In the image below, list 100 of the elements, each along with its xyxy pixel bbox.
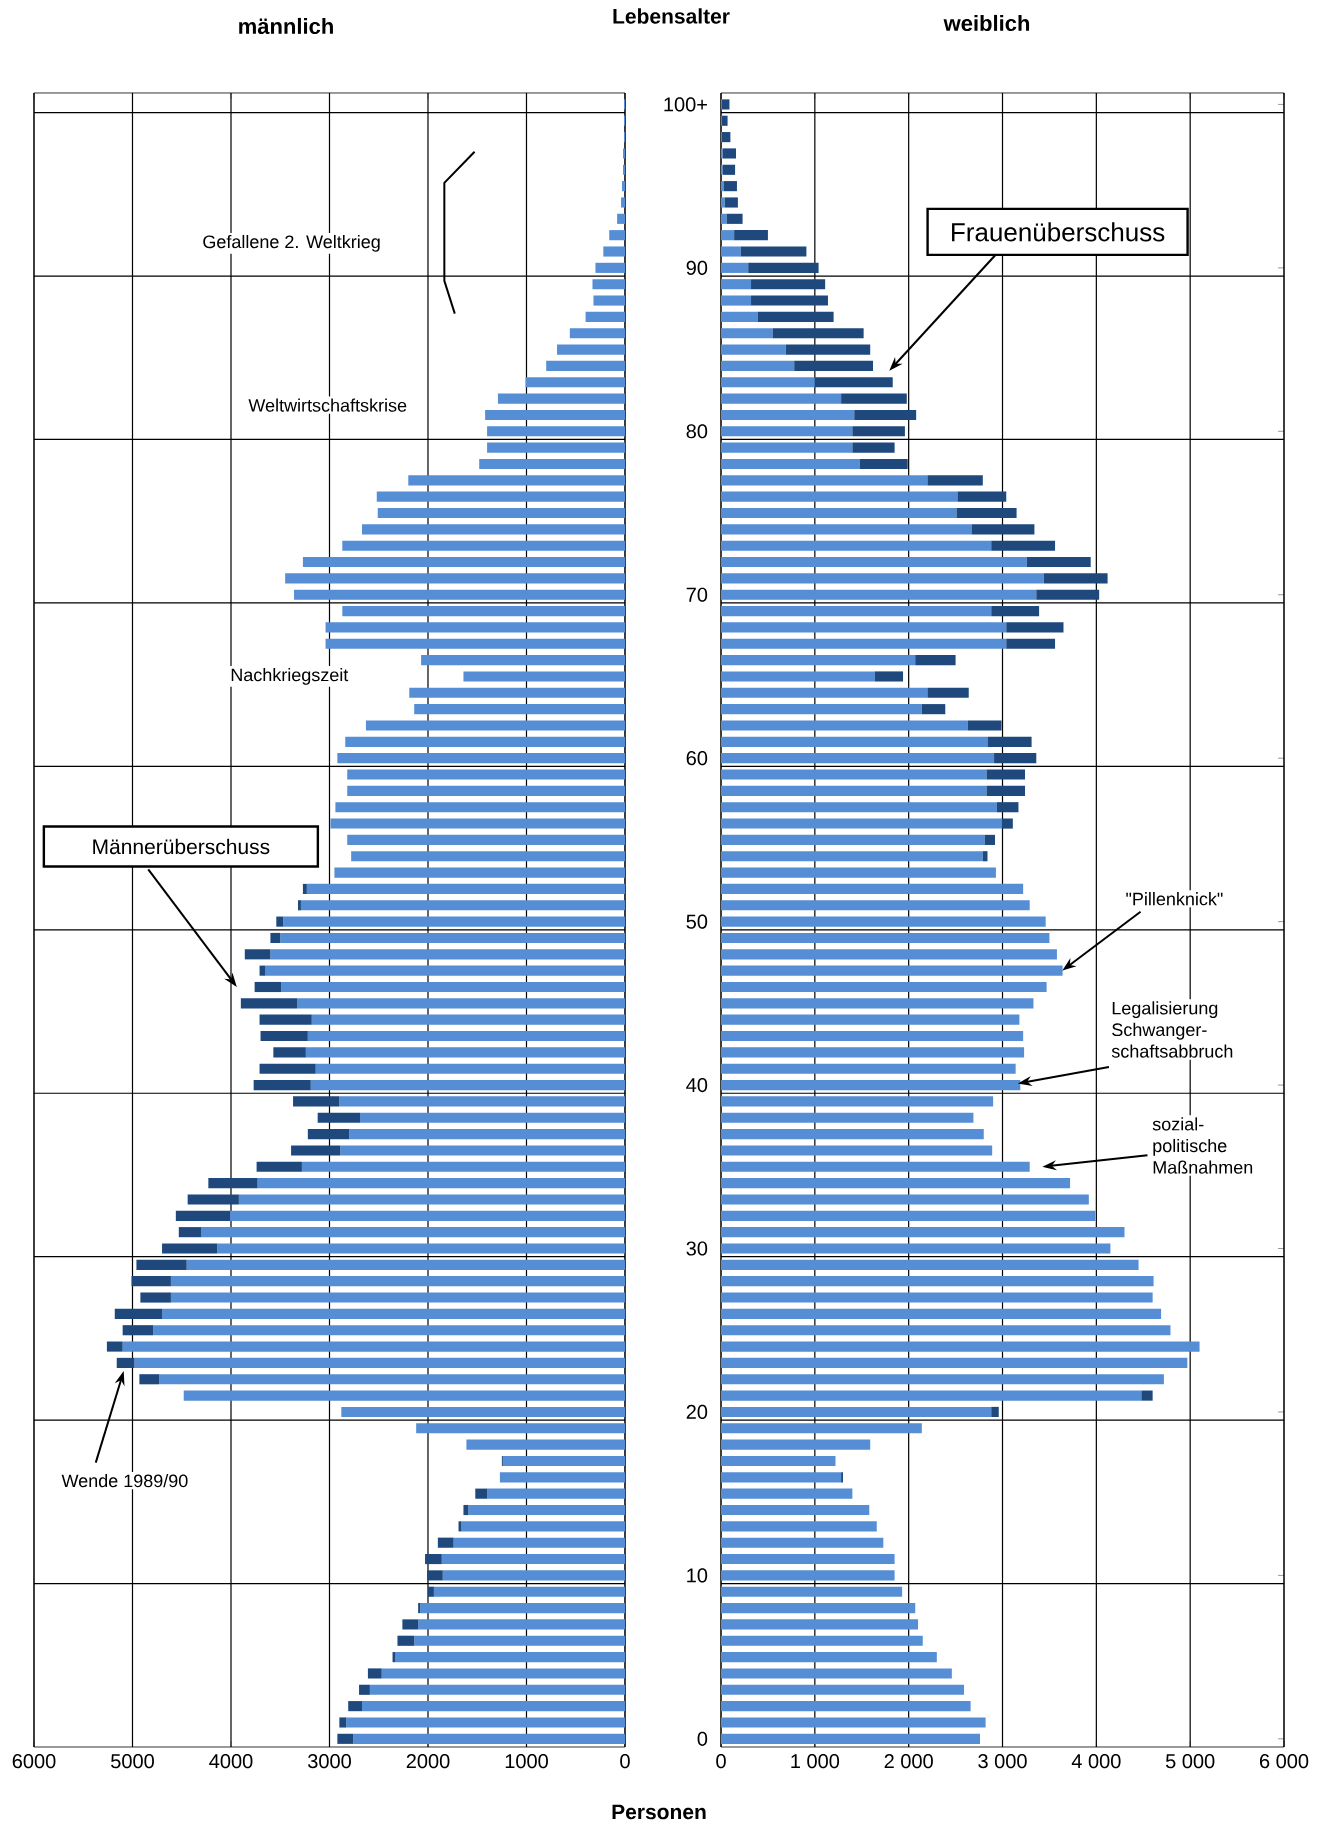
bar xyxy=(1036,589,1100,600)
bar xyxy=(721,1178,1071,1189)
bar xyxy=(557,344,625,355)
bar xyxy=(337,1733,354,1744)
bar xyxy=(325,638,625,649)
bar xyxy=(497,393,625,404)
bar xyxy=(437,1537,454,1548)
bar xyxy=(259,1063,316,1074)
bar xyxy=(347,785,625,796)
annotation: Nachkriegszeit xyxy=(231,668,349,685)
bar xyxy=(187,1194,239,1205)
bar xyxy=(300,900,625,911)
bar xyxy=(721,1357,1188,1368)
bar xyxy=(721,1047,1025,1058)
bar xyxy=(967,720,1002,731)
bar xyxy=(339,1096,625,1107)
bar xyxy=(721,1733,980,1744)
bar xyxy=(723,181,737,192)
bar xyxy=(721,638,1007,649)
bar xyxy=(301,1161,625,1172)
bar xyxy=(991,606,1040,617)
bar xyxy=(257,1178,625,1189)
bar xyxy=(721,753,995,764)
bar xyxy=(1026,556,1091,568)
bar xyxy=(441,1553,625,1565)
bar xyxy=(453,1537,625,1548)
bar xyxy=(721,507,957,519)
bar xyxy=(342,606,625,617)
bar xyxy=(814,377,893,388)
bar xyxy=(721,589,1037,600)
bar xyxy=(592,279,625,290)
bar xyxy=(721,1292,1153,1303)
bar xyxy=(139,1374,160,1385)
bar xyxy=(420,1603,625,1614)
bar xyxy=(1006,638,1056,649)
bar xyxy=(276,916,284,927)
annotation: Frauenüberschuss xyxy=(952,222,1165,242)
bar xyxy=(927,475,983,486)
bar xyxy=(360,1112,625,1123)
bar xyxy=(254,981,282,993)
bar xyxy=(721,1308,1162,1319)
bar xyxy=(721,1145,993,1156)
bar xyxy=(339,1717,347,1728)
bar xyxy=(1006,622,1064,633)
bar xyxy=(721,132,731,143)
bar xyxy=(721,1325,1171,1336)
bar xyxy=(468,1504,625,1516)
bar xyxy=(376,491,625,502)
bar xyxy=(854,409,917,421)
bar xyxy=(721,1455,836,1467)
bar xyxy=(280,932,625,944)
bar xyxy=(369,1684,625,1695)
annotation: Männerüberschuss xyxy=(93,838,270,855)
bar xyxy=(302,883,307,894)
bar xyxy=(721,442,853,453)
bar xyxy=(170,1292,625,1303)
y-tick-label: 90 xyxy=(686,260,708,275)
bar xyxy=(721,1668,952,1679)
bar xyxy=(546,360,625,371)
bar xyxy=(721,1701,971,1712)
bar xyxy=(721,573,1044,584)
bar xyxy=(721,328,773,339)
bar xyxy=(502,1455,625,1467)
bar xyxy=(348,1701,362,1712)
x-tick-label: 5000 xyxy=(111,1754,154,1769)
bar xyxy=(230,1210,625,1221)
bar xyxy=(306,883,625,894)
bar xyxy=(595,262,625,273)
bar xyxy=(259,1014,312,1025)
bar xyxy=(297,900,301,911)
annotation: Weltwirtschaftskrise xyxy=(248,398,407,412)
bar xyxy=(721,883,1024,894)
bar xyxy=(994,753,1037,764)
x-tick-label: 5 000 xyxy=(1165,1754,1215,1769)
bar xyxy=(294,589,625,600)
bar xyxy=(721,1472,842,1483)
bar xyxy=(1141,1390,1153,1401)
bar xyxy=(302,556,625,568)
bar xyxy=(721,491,958,502)
bar xyxy=(986,785,1026,796)
x-tick-label: 1 000 xyxy=(791,1754,840,1769)
bar xyxy=(315,1063,625,1074)
bar xyxy=(240,998,297,1009)
x-tick-label: 3 000 xyxy=(978,1754,1027,1769)
bar xyxy=(991,1406,999,1418)
bar xyxy=(208,1178,258,1189)
bar xyxy=(971,524,1035,535)
bar xyxy=(721,1227,1125,1238)
bar xyxy=(325,622,625,633)
bar xyxy=(957,491,1007,502)
bar xyxy=(721,736,988,747)
bar xyxy=(722,148,737,159)
bar xyxy=(307,1030,625,1042)
bar xyxy=(427,1586,434,1597)
bar xyxy=(757,311,834,322)
bar xyxy=(622,181,625,192)
bar xyxy=(365,720,625,731)
bar xyxy=(463,671,625,682)
bar xyxy=(721,1684,965,1695)
bar xyxy=(609,230,625,241)
